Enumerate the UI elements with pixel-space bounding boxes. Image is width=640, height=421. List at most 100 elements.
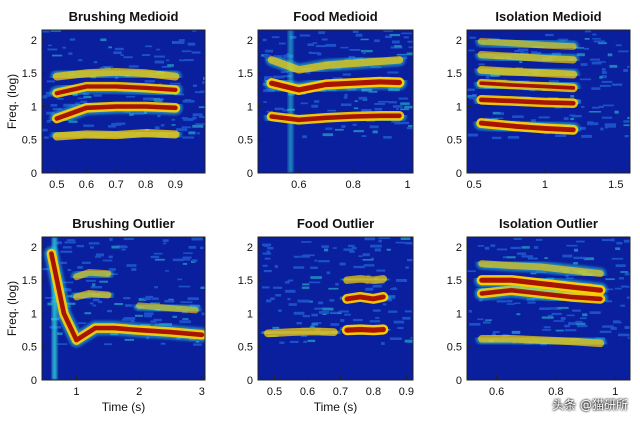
isolation-outlier-y-tick-label: 2 [456,242,462,254]
food-outlier-x-axis-label: Time (s) [314,400,358,414]
isolation-outlier-x-tick-label: 0.8 [548,386,563,398]
brushing-medioid-harmonic-band-2 [49,79,183,101]
isolation-medioid-x-tick-label: 1.5 [608,179,623,191]
isolation-medioid-title: Isolation Medioid [495,9,601,24]
isolation-outlier-y-tick-label: 1 [456,308,462,320]
isolation-outlier-harmonic-band-1 [474,283,608,306]
food-medioid-y-tick-label: 1 [247,101,253,113]
brushing-medioid-y-tick-label: 0.5 [22,135,37,147]
brushing-medioid-y-tick-label: 2 [31,35,37,47]
brushing-outlier-y-axis-label: Freq. (log) [5,281,19,336]
brushing-medioid-harmonic-band-3 [50,65,182,83]
food-medioid-y-tick-label: 2 [247,35,253,47]
isolation-medioid-frame [466,29,631,174]
brushing-outlier-y-tick-label: 0.5 [22,342,37,354]
brushing-medioid-title: Brushing Medioid [69,9,179,24]
food-outlier-harmonic-band-1 [339,322,391,338]
brushing-medioid-x-tick-label: 0.9 [168,179,183,191]
isolation-outlier-y-tick-label: 0 [456,375,462,387]
isolation-medioid-y-tick-label: 0.5 [447,135,462,147]
isolation-outlier-harmonic-band-0 [475,332,607,350]
brushing-outlier-harmonic-band-3 [133,300,202,316]
food-medioid-y-tick-label: 0 [247,168,253,180]
brushing-medioid-y-tick-label: 1.5 [22,68,37,80]
brushing-outlier-vertical-line-0 [52,237,58,380]
isolation-outlier-x-tick-label: 1 [612,386,618,398]
food-outlier-panel: Food Outlier 0.5 0.6 0.7 0.8 0.9 0 0.5 1 1.5 2 Time… [238,216,414,414]
brushing-medioid-x-tick-label: 0.6 [79,179,94,191]
brushing-medioid-y-axis-label: Freq. (log) [5,74,19,129]
brushing-medioid-y-tick-label: 1 [31,101,37,113]
food-outlier-frame [257,236,414,381]
food-medioid-y-tick-label: 0.5 [238,135,253,147]
isolation-medioid-harmonic-band-3 [475,63,580,81]
isolation-medioid-harmonic-band-0 [474,115,581,138]
brushing-outlier-y-tick-label: 2 [31,242,37,254]
brushing-medioid-harmonic-band-1 [49,99,183,126]
food-outlier-x-tick-label: 0.7 [333,386,348,398]
isolation-medioid-harmonic-band-1 [474,92,581,111]
food-medioid-title: Food Medioid [293,9,378,24]
isolation-medioid-harmonic-band-5 [475,35,579,53]
food-medioid-y-tick-label: 1.5 [238,68,253,80]
brushing-outlier-x-axis-label: Time (s) [102,400,146,414]
brushing-medioid-y-tick-label: 0 [31,168,37,180]
brushing-outlier-harmonic-band-0 [44,246,205,348]
isolation-outlier-panel: Isolation Outlier 0.6 0.8 1 0 0.5 1 1.5 2 [447,216,631,398]
brushing-outlier-x-tick-label: 2 [136,386,142,398]
food-outlier-x-tick-label: 0.8 [366,386,381,398]
brushing-outlier-x-tick-label: 1 [73,386,79,398]
food-outlier-y-tick-label: 1 [247,308,253,320]
food-outlier-harmonic-band-3 [341,272,390,287]
food-medioid-panel: Food Medioid 0.6 0.8 1 0 0.5 1 1.5 2 [238,9,414,191]
brushing-outlier-y-tick-label: 1.5 [22,275,37,287]
brushing-outlier-y-tick-label: 1 [31,308,37,320]
brushing-outlier-harmonic-band-2 [70,266,114,283]
brushing-outlier-harmonic-band-1 [70,287,114,303]
food-outlier-plot-area [258,237,413,380]
brushing-medioid-x-tick-label: 0.7 [108,179,123,191]
food-medioid-x-tick-label: 0.8 [346,179,361,191]
isolation-medioid-y-tick-label: 1 [456,101,462,113]
isolation-outlier-y-tick-label: 1.5 [447,275,462,287]
isolation-medioid-x-tick-label: 1 [542,179,548,191]
food-outlier-y-tick-label: 0.5 [238,342,253,354]
food-outlier-harmonic-band-0 [261,325,341,340]
food-medioid-harmonic-band-1 [264,74,407,98]
food-outlier-y-tick-label: 1.5 [238,275,253,287]
food-outlier-y-tick-label: 2 [247,242,253,254]
food-medioid-x-tick-label: 0.6 [291,179,306,191]
food-outlier-x-tick-label: 0.9 [399,386,414,398]
isolation-outlier-y-tick-label: 0.5 [447,342,462,354]
food-medioid-frame [257,29,414,174]
food-outlier-title: Food Outlier [297,216,374,231]
food-medioid-vertical-line-0 [288,30,294,173]
brushing-outlier-title: Brushing Outlier [72,216,175,231]
isolation-medioid-harmonic-band-2 [474,76,580,95]
brushing-outlier-y-tick-label: 0 [31,375,37,387]
brushing-medioid-panel: Brushing Medioid 0.5 0.6 0.7 0.8 0.9 0 0.5 1 1.5 2… [5,9,206,191]
isolation-medioid-y-tick-label: 2 [456,35,462,47]
food-outlier-harmonic-band-2 [339,289,391,307]
isolation-medioid-y-tick-label: 0 [456,168,462,180]
brushing-outlier-frame [41,236,206,381]
brushing-medioid-frame [41,29,206,174]
food-outlier-x-tick-label: 0.6 [300,386,315,398]
brushing-medioid-x-tick-label: 0.8 [138,179,153,191]
food-outlier-y-tick-label: 0 [247,375,253,387]
food-medioid-harmonic-band-2 [265,53,406,76]
isolation-outlier-frame [466,236,631,381]
isolation-outlier-x-tick-label: 0.6 [489,386,504,398]
isolation-medioid-x-tick-label: 0.5 [466,179,481,191]
isolation-outlier-harmonic-band-3 [476,257,607,280]
food-outlier-x-tick-label: 0.5 [267,386,282,398]
brushing-outlier-x-tick-label: 3 [199,386,205,398]
isolation-medioid-panel: Isolation Medioid 0.5 1 1.5 0 0.5 1 1.5 2 [447,9,631,191]
isolation-medioid-harmonic-band-4 [475,48,580,66]
food-medioid-x-tick-label: 1 [404,179,410,191]
isolation-outlier-title: Isolation Outlier [499,216,598,231]
isolation-medioid-y-tick-label: 1.5 [447,68,462,80]
watermark-text: 头条 @猫研所 [552,398,628,412]
isolation-outlier-harmonic-band-2 [474,272,608,298]
